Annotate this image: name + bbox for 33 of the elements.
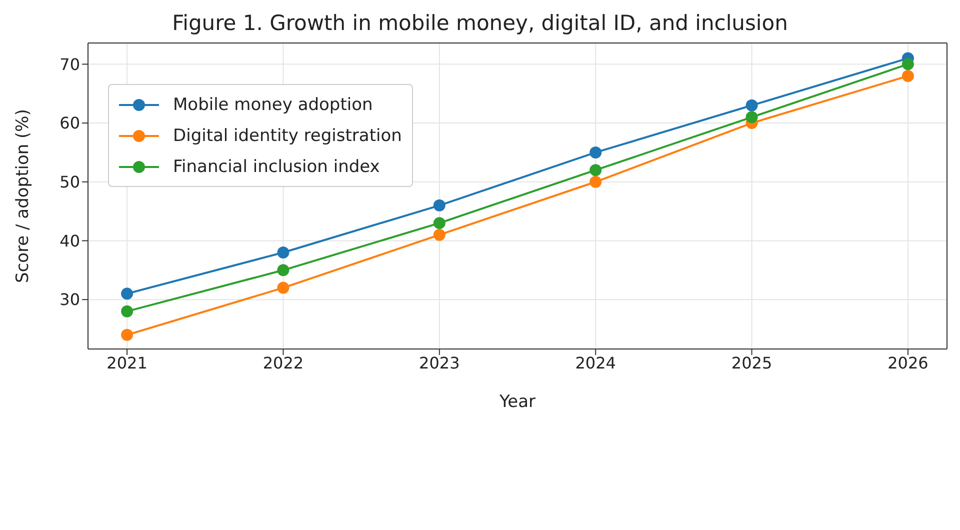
- x-tick-label: 2021: [106, 353, 148, 372]
- legend-label: Digital identity registration: [173, 126, 402, 146]
- y-tick-label: 50: [60, 172, 80, 192]
- chart-title: Figure 1. Growth in mobile money, digital ID, and inclusion: [171, 10, 789, 37]
- point: [590, 146, 602, 158]
- x-tick-label: 2024: [575, 353, 616, 372]
- point: [746, 111, 758, 124]
- point: [902, 58, 914, 70]
- x-tick-label: 2022: [262, 353, 304, 372]
- y-tick-label: 60: [60, 114, 80, 133]
- y-tick-label: 30: [60, 290, 80, 310]
- point: [590, 176, 602, 188]
- legend-label: Mobile money adoption: [173, 94, 373, 114]
- point: [277, 246, 290, 258]
- point: [277, 282, 290, 294]
- y-tick-label: 70: [60, 54, 80, 74]
- x-tick-label: 2026: [888, 353, 928, 372]
- y-axis-title: Score / adoption (%): [13, 109, 34, 283]
- point: [121, 288, 134, 300]
- point: [433, 199, 446, 212]
- y-tick-label: 40: [60, 231, 80, 250]
- point: [590, 164, 602, 176]
- point: [121, 305, 134, 318]
- x-tick-label: 2025: [731, 353, 772, 372]
- point: [433, 228, 446, 241]
- x-axis-title: Year: [498, 392, 536, 412]
- point: [746, 99, 758, 112]
- legend-label: Financial inclusion index: [173, 156, 380, 176]
- x-tick-label: 2023: [419, 353, 460, 372]
- point: [902, 70, 914, 82]
- point: [433, 217, 446, 230]
- point: [121, 328, 134, 341]
- point: [277, 264, 290, 276]
